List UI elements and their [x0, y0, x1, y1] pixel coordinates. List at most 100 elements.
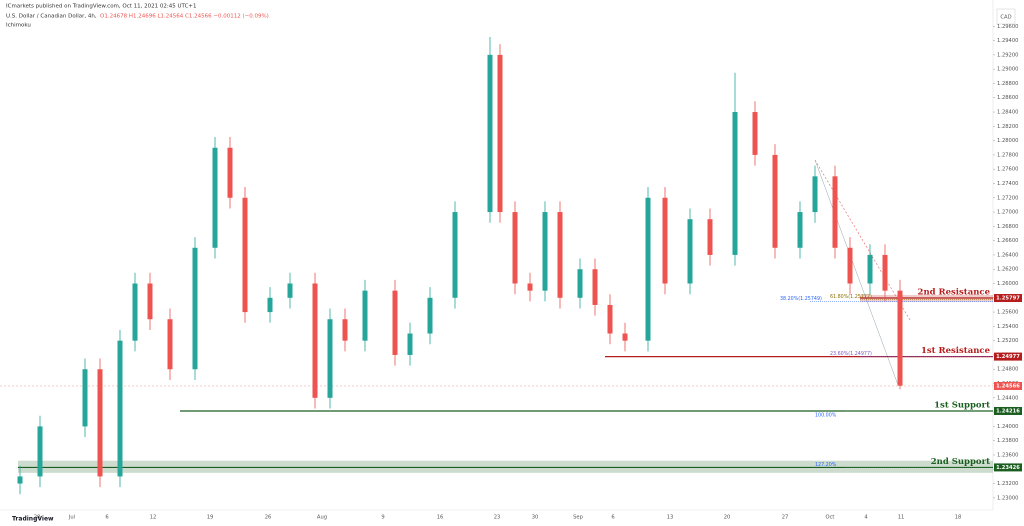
candle-body: [797, 212, 803, 248]
x-tick-label: Aug: [317, 515, 327, 521]
candle-body: [607, 304, 613, 334]
candle-body: [427, 297, 433, 334]
fib-line: [814, 159, 899, 386]
y-tick-label: 1.26400: [997, 252, 1018, 258]
y-tick-label: 1.29600: [997, 24, 1018, 30]
candle-body: [832, 176, 838, 248]
x-tick-label: Sep: [573, 515, 583, 521]
x-tick-label: 16: [437, 515, 444, 521]
candle-body: [772, 154, 778, 248]
x-tick-label: 20: [724, 515, 731, 521]
price-box: [994, 352, 1022, 361]
candle-body: [497, 54, 503, 213]
candle-body: [342, 319, 348, 341]
price-box-label: 1.24216: [996, 408, 1020, 414]
fib-label: 61.80%(1.25777): [830, 294, 872, 300]
candle-body: [267, 297, 273, 313]
price-box-label: 1.24977: [996, 354, 1020, 360]
y-tick-label: 1.25400: [997, 324, 1018, 330]
candle-body: [212, 147, 218, 248]
brand: TradingView: [12, 516, 54, 523]
candle-body: [577, 269, 583, 298]
x-tick-label: 23: [494, 515, 501, 521]
x-tick-label: 30: [532, 515, 539, 521]
last-price-box: [994, 381, 1022, 390]
y-tick-label: 1.29000: [997, 67, 1018, 73]
y-tick-label: 1.24000: [997, 424, 1018, 430]
level-label: 1st Resistance: [921, 346, 991, 356]
candle-body: [882, 254, 888, 291]
y-tick-label: 1.25600: [997, 310, 1018, 316]
y-tick-label: 1.28200: [997, 124, 1018, 130]
y-tick-label: 1.24800: [997, 367, 1018, 373]
candle-body: [117, 340, 123, 477]
y-tick-label: 1.24400: [997, 395, 1018, 401]
candle-body: [392, 290, 398, 355]
candle-body: [407, 333, 413, 355]
fib-label: 38.20%(1.25749): [780, 296, 822, 302]
candle-body: [97, 369, 103, 477]
y-tick-label: 1.26200: [997, 267, 1018, 273]
x-tick-label: 13: [667, 515, 674, 521]
candle-body: [167, 319, 173, 370]
indicator: Ichimoku: [6, 23, 31, 29]
x-tick-label: 27: [782, 515, 789, 521]
x-tick-label: Oct: [826, 515, 835, 521]
currency: CAD: [1000, 15, 1011, 21]
price-box: [994, 406, 1022, 415]
candle-body: [542, 212, 548, 291]
candle-body: [687, 219, 693, 284]
level-label: 2nd Support: [931, 457, 990, 467]
candle-body: [592, 269, 598, 305]
y-tick-label: 1.23200: [997, 481, 1018, 487]
candle-body: [527, 283, 533, 291]
candle-body: [17, 476, 23, 484]
y-tick-label: 1.23600: [997, 452, 1018, 458]
candle-body: [897, 290, 903, 386]
level-label: 1st Support: [934, 400, 990, 410]
candle-body: [847, 247, 853, 284]
y-tick-label: 1.27200: [997, 195, 1018, 201]
candle-body: [312, 283, 318, 398]
y-tick-label: 1.27400: [997, 181, 1018, 187]
x-tick-label: 6: [611, 515, 614, 521]
price-box: [994, 463, 1022, 472]
last-price-label: 1.24566: [996, 383, 1020, 389]
y-tick-label: 1.29200: [997, 52, 1018, 58]
fib-label: 23.60%(1.24977): [830, 351, 872, 357]
candle-body: [645, 197, 651, 341]
y-tick-label: 1.28400: [997, 110, 1018, 116]
y-tick-label: 1.29400: [997, 38, 1018, 44]
fib-label: 127.20%: [815, 462, 837, 468]
x-tick-label: 4: [864, 515, 868, 521]
x-tick-label: 26: [265, 515, 272, 521]
candle-body: [662, 197, 668, 284]
candle-body: [242, 197, 248, 313]
y-tick-label: 1.27800: [997, 152, 1018, 158]
x-tick-label: 19: [207, 515, 214, 521]
y-tick-label: 1.28600: [997, 95, 1018, 101]
fib-label: 100.00%: [815, 412, 837, 418]
candle-body: [227, 147, 233, 198]
x-tick-label: 9: [381, 515, 384, 521]
x-tick-label: 18: [955, 515, 962, 521]
level-zone: [18, 460, 993, 473]
y-tick-label: 1.26000: [997, 281, 1018, 287]
price-box: [994, 294, 1022, 303]
y-tick-label: 1.23800: [997, 438, 1018, 444]
x-tick-label: 12: [150, 515, 157, 521]
candle-body: [287, 283, 293, 298]
candle-body: [867, 254, 873, 284]
currency-box[interactable]: [996, 8, 1016, 25]
ohlc: O1.24678 H1.24696 L1.24564 C1.24566 −0.0…: [100, 14, 269, 20]
price-box-label: 1.23426: [996, 465, 1020, 471]
level-label: 2nd Resistance: [918, 288, 991, 298]
y-tick-label: 1.27000: [997, 210, 1018, 216]
publisher: ICmarkets published on TradingView.com, …: [6, 4, 197, 10]
candle-body: [812, 176, 818, 213]
candle-body: [132, 283, 138, 341]
candle-body: [327, 319, 333, 398]
candle-body: [557, 212, 563, 298]
